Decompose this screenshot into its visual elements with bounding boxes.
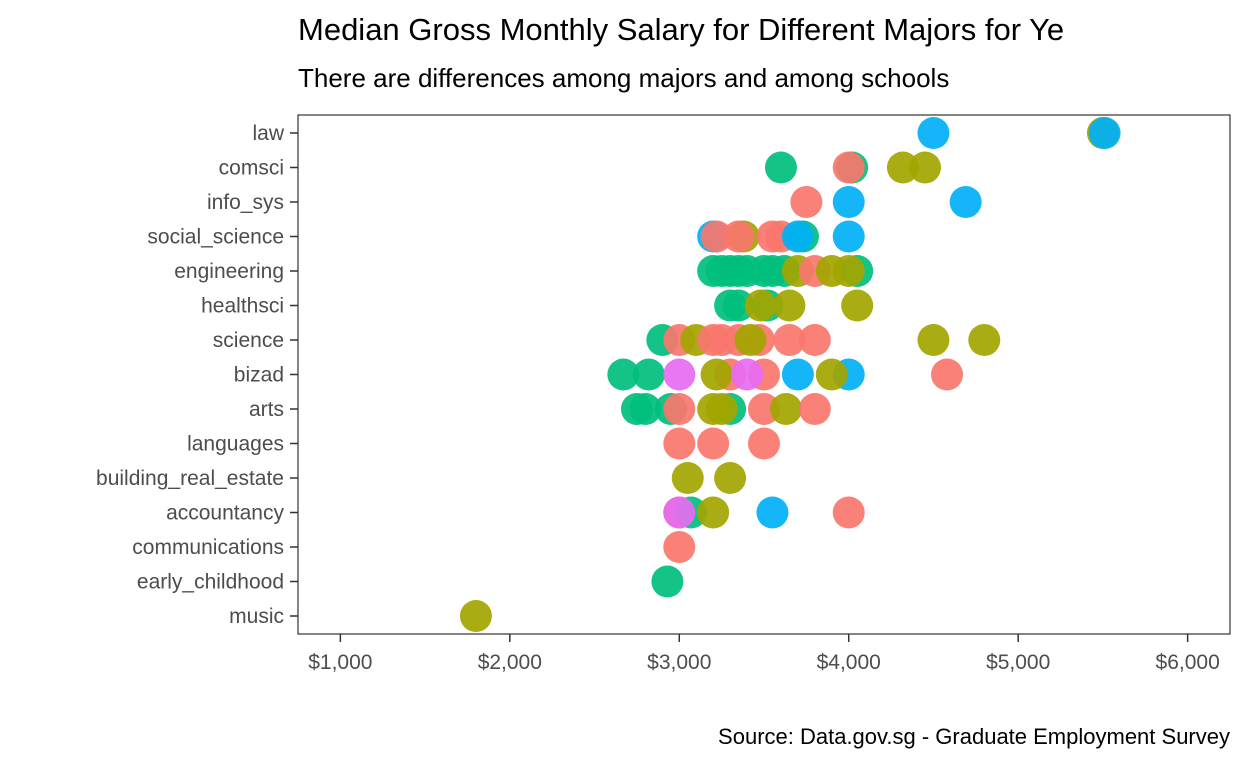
x-axis: $1,000 $2,000 $3,000 $4,000 $5,000 $6,000 [308, 634, 1220, 674]
data-point-arts-69 [748, 393, 780, 425]
data-point-arts-68 [705, 393, 738, 425]
data-point-info_sys-9 [832, 186, 865, 218]
x-tick-label: $2,000 [478, 651, 542, 674]
y-tick-label-healthsci: healthsci [201, 295, 284, 318]
data-point-science-48 [798, 324, 831, 356]
x-tick-label: $1,000 [308, 651, 372, 674]
data-point-accountancy-82 [832, 496, 865, 529]
data-point-languages-73 [697, 427, 730, 460]
y-tick-label-law: law [252, 122, 284, 145]
data-point-engineering-32 [832, 255, 865, 287]
chart-caption: Source: Data.gov.sg - Graduate Employmen… [718, 724, 1230, 749]
data-point-healthsci-38 [841, 289, 874, 322]
x-tick-label: $3,000 [647, 651, 711, 674]
data-point-communications-83 [663, 531, 696, 563]
data-point-healthsci-36 [744, 289, 777, 322]
data-point-bizad-60 [815, 358, 848, 391]
x-tick-label: $5,000 [986, 651, 1050, 674]
y-tick-label-languages: languages [187, 433, 284, 456]
data-point-social_science-12 [700, 220, 733, 253]
data-point-arts-70 [770, 393, 803, 425]
data-point-accountancy-79 [697, 496, 730, 529]
data-point-early_childhood-84 [651, 565, 684, 598]
y-tick-label-bizad: bizad [234, 364, 284, 387]
y-tick-label-engineering: engineering [174, 260, 284, 283]
data-point-comsci-6 [886, 151, 919, 184]
data-point-bizad-58 [781, 358, 814, 391]
data-point-building_real_estate-76 [714, 462, 747, 494]
points-layer [459, 117, 1121, 632]
data-point-social_science-19 [832, 220, 865, 253]
data-point-info_sys-10 [949, 186, 982, 218]
data-point-accountancy-80 [663, 496, 696, 529]
data-point-building_real_estate-75 [671, 462, 704, 494]
data-point-comsci-3 [764, 151, 797, 184]
data-point-healthsci-34 [722, 289, 755, 322]
data-point-bizad-55 [700, 358, 733, 391]
data-point-bizad-61 [931, 358, 964, 391]
y-tick-label-communications: communications [132, 536, 284, 559]
chart-title: Median Gross Monthly Salary for Differen… [298, 12, 1065, 47]
data-point-social_science-14 [722, 220, 755, 253]
data-point-accountancy-81 [756, 496, 789, 529]
data-point-bizad-51 [607, 358, 640, 391]
y-tick-label-info_sys: info_sys [207, 191, 284, 214]
y-tick-label-arts: arts [249, 398, 284, 421]
y-tick-label-accountancy: accountancy [166, 502, 284, 525]
x-tick-label: $6,000 [1156, 651, 1220, 674]
data-point-bizad-57 [731, 358, 764, 391]
data-point-science-46 [734, 324, 767, 356]
y-tick-label-building_real_estate: building_real_estate [96, 467, 284, 490]
data-point-bizad-53 [663, 358, 696, 391]
chart-subtitle: There are differences among majors and a… [298, 63, 950, 93]
data-point-science-50 [968, 324, 1001, 356]
y-tick-label-early_childhood: early_childhood [137, 571, 284, 594]
data-point-languages-72 [663, 427, 696, 460]
data-point-social_science-18 [781, 220, 814, 253]
data-point-arts-63 [629, 393, 662, 425]
y-axis: law comsci info_sys social_science engineeri… [96, 122, 298, 628]
data-point-comsci-5 [832, 151, 865, 184]
data-point-info_sys-8 [790, 186, 823, 218]
data-point-arts-71 [798, 393, 831, 425]
x-tick-label: $4,000 [817, 651, 881, 674]
data-point-healthsci-37 [773, 289, 806, 322]
data-point-arts-65 [663, 393, 696, 425]
data-point-law-2 [1088, 117, 1121, 149]
y-tick-label-science: science [213, 329, 284, 352]
y-tick-label-social_science: social_science [147, 226, 284, 249]
y-tick-label-comsci: comsci [219, 157, 284, 180]
data-point-languages-74 [748, 427, 780, 460]
data-point-comsci-7 [908, 151, 941, 184]
data-point-law-0 [917, 117, 950, 149]
y-tick-label-music: music [229, 605, 284, 628]
data-point-bizad-52 [632, 358, 665, 391]
data-point-science-47 [773, 324, 806, 356]
data-point-music-85 [459, 600, 492, 632]
data-point-science-49 [917, 324, 950, 356]
